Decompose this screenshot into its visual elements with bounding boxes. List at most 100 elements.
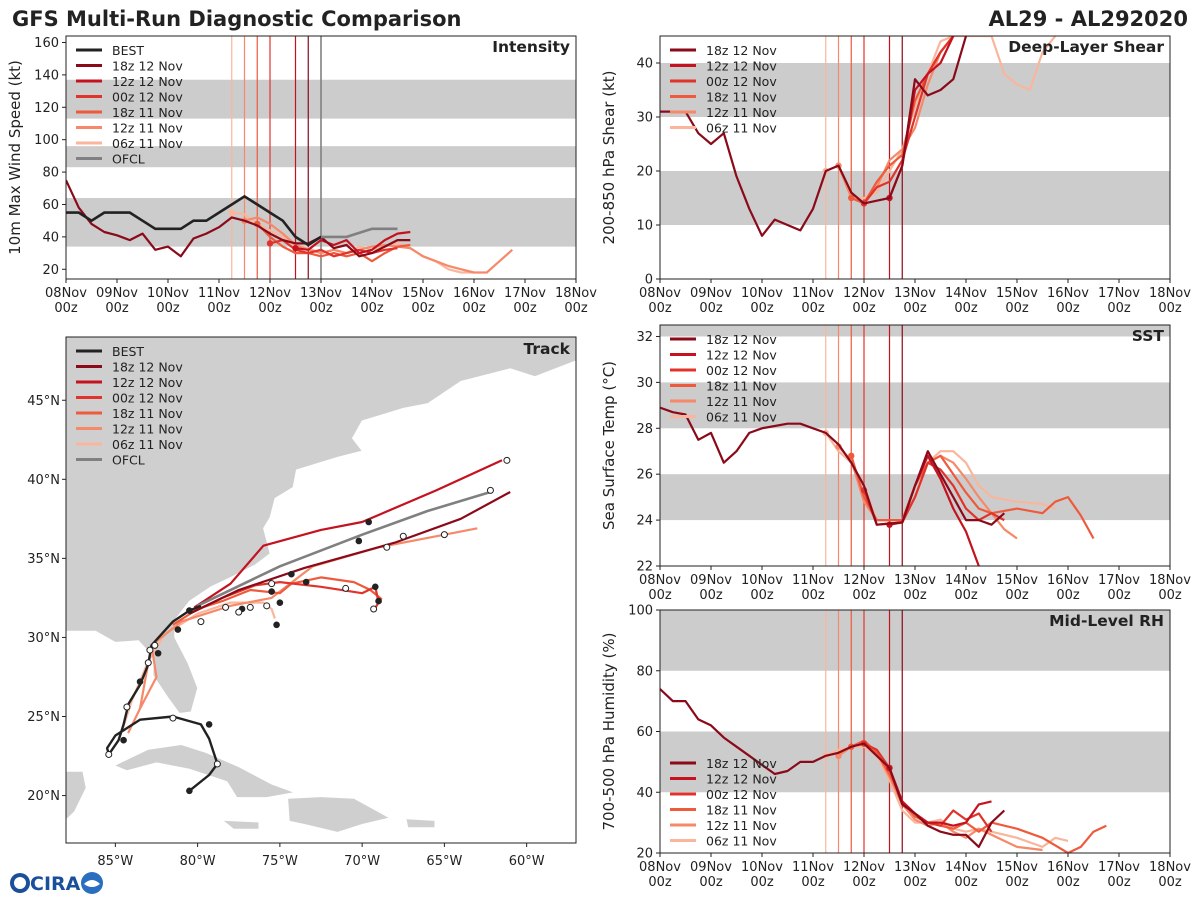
series-line-18z-12-nov xyxy=(660,36,968,237)
shade-band xyxy=(660,731,1170,793)
x-tick-label: 10Nov 00z xyxy=(147,286,189,316)
x-tick-label: 60°W xyxy=(509,854,545,869)
legend-label: 12z 11 Nov xyxy=(112,422,183,437)
land-hispaniola xyxy=(288,797,389,832)
x-tick-label: 09Nov 00z xyxy=(690,286,732,316)
legend-label: 12z 11 Nov xyxy=(706,818,777,833)
x-tick-label: 17Nov 00z xyxy=(1098,573,1140,603)
x-tick-label: 15Nov 00z xyxy=(996,860,1038,890)
plot-area-rh xyxy=(660,610,1170,853)
figure-title: GFS Multi-Run Diagnostic Comparison xyxy=(12,7,461,31)
legend-label: 12z 12 Nov xyxy=(706,772,777,787)
x-tick-label: 16Nov 00z xyxy=(1047,860,1089,890)
x-tick-label: 16Nov 00z xyxy=(453,286,495,316)
x-tick-label: 15Nov 00z xyxy=(996,286,1038,316)
series-line-06z-11-nov xyxy=(825,745,1069,848)
map-area xyxy=(66,337,576,832)
storm-id: AL29 - AL292020 xyxy=(989,7,1189,31)
land-cuba xyxy=(115,745,294,798)
legend-label: 18z 12 Nov xyxy=(706,43,777,58)
series-init-point xyxy=(292,245,299,252)
land-jamaica xyxy=(223,820,259,829)
legend-label: 00z 12 Nov xyxy=(706,363,777,378)
panel-title: Intensity xyxy=(492,38,570,56)
series-init-point xyxy=(848,452,855,460)
x-tick-label: 11Nov 00z xyxy=(792,286,834,316)
track-point-00z xyxy=(186,787,193,795)
track-point-12z xyxy=(105,750,113,758)
track-point-12z xyxy=(235,608,243,616)
series-line-18z-11-nov xyxy=(256,223,411,263)
ofcl-line xyxy=(321,227,398,239)
x-tick-label: 09Nov 00z xyxy=(690,573,732,603)
plot-area-intensity xyxy=(66,36,576,279)
panel-track: 85°W 80°W 75°W 70°W 65°W 60°W 20°N 25°N 30°N 35°N… xyxy=(27,336,577,869)
legend-label: 18z 12 Nov xyxy=(706,332,777,347)
legend-label: 18z 12 Nov xyxy=(112,360,183,375)
x-tick-label: 10Nov 00z xyxy=(741,860,783,890)
x-tick-label: 08Nov 00z xyxy=(639,573,681,603)
y-tick-label: 60 xyxy=(636,725,653,740)
track-ofcl xyxy=(197,490,491,607)
x-tick-label: 13Nov 00z xyxy=(894,286,936,316)
y-tick-label: 160 xyxy=(34,36,59,51)
panel-title: Mid-Level RH xyxy=(1049,612,1164,630)
y-axis-label: Sea Surface Temp (°C) xyxy=(600,361,618,530)
legend-label: 00z 12 Nov xyxy=(112,391,183,406)
x-tick-label: 16Nov 00z xyxy=(1047,286,1089,316)
legend-label: 12z 11 Nov xyxy=(706,105,777,120)
y-axis-label: 700-500 hPa Humidity (%) xyxy=(600,632,618,830)
y-tick-label: 120 xyxy=(34,101,59,116)
legend-label: 18z 11 Nov xyxy=(112,406,183,421)
legend-label: 00z 12 Nov xyxy=(706,787,777,802)
legend-label: BEST xyxy=(112,43,144,58)
legend-label: OFCL xyxy=(112,152,145,167)
panel-title: Deep-Layer Shear xyxy=(1008,38,1164,56)
legend-label: 12z 11 Nov xyxy=(112,121,183,136)
series-line-18z-12-nov xyxy=(66,179,411,258)
series-init-point xyxy=(228,209,235,216)
legend-label: 18z 12 Nov xyxy=(706,756,777,771)
best-line xyxy=(66,194,322,247)
y-tick-label: 45°N xyxy=(27,394,60,409)
track-point-00z xyxy=(365,518,373,526)
x-tick-label: 70°W xyxy=(344,854,380,869)
track-point-00z xyxy=(120,736,127,744)
track-point-12z xyxy=(268,580,276,588)
y-tick-label: 100 xyxy=(628,604,653,619)
x-tick-label: 14Nov 00z xyxy=(945,860,987,890)
y-tick-label: 20 xyxy=(636,165,653,180)
plot-area-sst xyxy=(660,325,1170,566)
legend-label: 12z 11 Nov xyxy=(706,394,777,409)
track-point-12z xyxy=(197,618,205,626)
panel-intensity: 20 40 60 80 100 120 140 160 08Nov 00z 09Nov 00z 10No… xyxy=(6,35,597,316)
track-point-00z xyxy=(288,570,295,578)
plot-area-shear xyxy=(660,36,1170,279)
track-point-00z xyxy=(276,599,284,606)
legend-label: 12z 12 Nov xyxy=(706,59,777,74)
axes-frame xyxy=(65,336,577,844)
legend-label: 12z 12 Nov xyxy=(706,348,777,363)
legend-label: 00z 12 Nov xyxy=(706,74,777,89)
legend-label: 06z 11 Nov xyxy=(706,834,777,849)
y-tick-label: 40 xyxy=(636,57,653,72)
x-tick-label: 65°W xyxy=(426,854,462,869)
shade-band xyxy=(660,325,1170,337)
track-point-00z xyxy=(375,597,382,605)
legend-label: BEST xyxy=(112,344,144,359)
y-tick-label: 30 xyxy=(636,376,653,391)
legend-label: 12z 12 Nov xyxy=(112,74,183,89)
y-tick-label: 140 xyxy=(34,68,59,83)
x-tick-label: 13Nov 00z xyxy=(894,573,936,603)
cira-logo-text: CIRA xyxy=(30,873,81,895)
x-tick-label: 17Nov 00z xyxy=(504,286,546,316)
y-tick-label: 30 xyxy=(636,111,653,126)
y-axis-label: 200-850 hPa Shear (kt) xyxy=(600,71,618,245)
track-point-00z xyxy=(371,583,379,591)
track-point-00z xyxy=(205,721,213,728)
land-yucatan xyxy=(66,771,86,820)
shade-band xyxy=(660,382,1170,429)
track-point-12z xyxy=(213,760,221,768)
